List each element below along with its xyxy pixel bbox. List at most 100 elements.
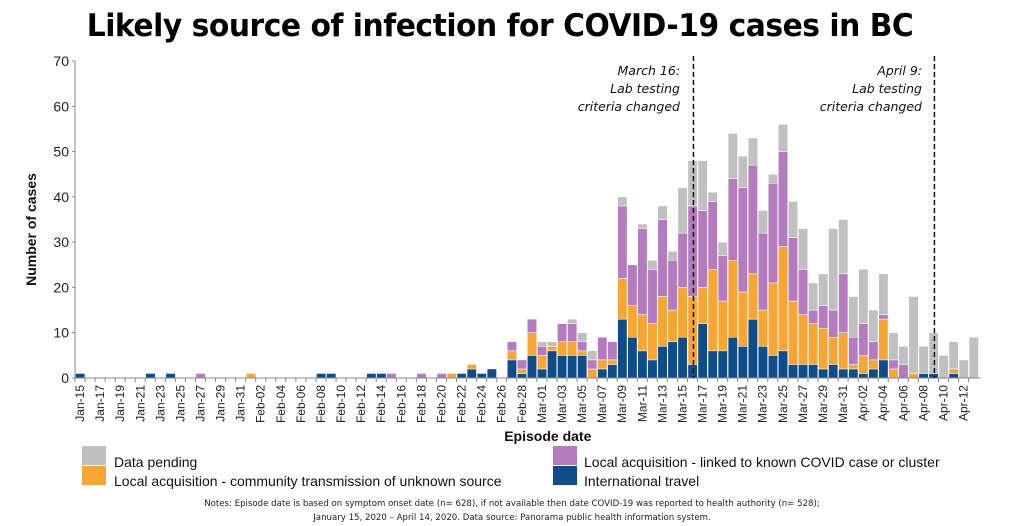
x-tick-label: Feb-24 — [475, 385, 489, 423]
bar-segment-local-acquisition-community-transmission-of-unknown-source-mar-13 — [657, 296, 668, 347]
bar-segment-local-acquisition-linked-to-known-covid-case-or-cluster-mar-26 — [788, 237, 798, 302]
bar-segment-local-acquisition-linked-to-known-covid-case-or-cluster-apr-02 — [858, 323, 869, 356]
annotation-line: Lab testing — [852, 81, 922, 96]
bar-segment-local-acquisition-community-transmission-of-unknown-source-mar-07 — [597, 359, 608, 370]
bar-segment-data-pending-apr-02 — [858, 269, 869, 324]
bar-segment-data-pending-apr-13 — [968, 336, 979, 379]
bar-segment-international-travel-apr-11 — [948, 373, 959, 379]
bar-segment-local-acquisition-linked-to-known-covid-case-or-cluster-feb-28 — [517, 359, 527, 370]
bar-segment-data-pending-apr-07 — [908, 296, 919, 374]
bar-segment-international-travel-jan-15 — [75, 373, 86, 379]
bar-segment-local-acquisition-community-transmission-of-unknown-source-mar-08 — [607, 359, 618, 365]
bar-segment-data-pending-apr-04 — [878, 273, 889, 315]
y-tick-label: 30 — [53, 234, 69, 250]
bar-segment-international-travel-feb-24 — [476, 373, 487, 379]
annotation-line: Lab testing — [610, 81, 680, 96]
x-tick-label: Mar-01 — [535, 385, 549, 423]
bar-segment-local-acquisition-linked-to-known-covid-case-or-cluster-mar-20 — [727, 178, 738, 261]
bar-segment-local-acquisition-community-transmission-of-unknown-source-feb-01 — [245, 373, 256, 379]
x-tick-label: Feb-16 — [394, 385, 408, 423]
bar-segment-local-acquisition-linked-to-known-covid-case-or-cluster-mar-19 — [717, 255, 728, 302]
x-tick-label: Feb-18 — [414, 385, 428, 423]
legend-swatch-linked — [553, 446, 577, 465]
bar-segment-international-travel-mar-05 — [577, 355, 588, 379]
bar-segment-local-acquisition-linked-to-known-covid-case-or-cluster-mar-27 — [798, 269, 809, 315]
x-tick-label: Mar-15 — [675, 385, 689, 423]
axes-group: 0 10 20 30 40 50 60 70 Number of cases Jan-15 Jan-… — [23, 53, 981, 444]
bar-segment-data-pending-mar-14 — [667, 250, 678, 261]
bar-segment-local-acquisition-linked-to-known-covid-case-or-cluster-mar-18 — [707, 201, 718, 270]
bar-segment-international-travel-feb-23 — [466, 368, 477, 379]
notes-line-1: Notes: Episode date is based on symptom … — [204, 499, 820, 509]
bar-segment-data-pending-mar-22 — [747, 137, 758, 166]
x-tick-label: Feb-04 — [274, 385, 288, 423]
bar-segment-data-pending-apr-03 — [868, 309, 879, 343]
bar-segment-local-acquisition-linked-to-known-covid-case-or-cluster-feb-20 — [436, 373, 447, 379]
bar-segment-local-acquisition-community-transmission-of-unknown-source-mar-21 — [737, 291, 748, 347]
bar-segment-local-acquisition-linked-to-known-covid-case-or-cluster-mar-30 — [828, 309, 839, 338]
x-tick-label: Mar-17 — [696, 385, 710, 423]
bar-segment-data-pending-mar-25 — [778, 124, 788, 152]
legend-swatch-community — [82, 466, 106, 485]
bar-segment-local-acquisition-community-transmission-of-unknown-source-mar-05 — [577, 350, 588, 356]
legend-swatch-data-pending — [82, 446, 106, 465]
bar-segment-local-acquisition-community-transmission-of-unknown-source-mar-28 — [808, 323, 819, 365]
bar-segment-local-acquisition-linked-to-known-covid-case-or-cluster-mar-23 — [757, 232, 768, 311]
bar-segment-data-pending-mar-18 — [707, 192, 718, 202]
bar-segment-local-acquisition-community-transmission-of-unknown-source-mar-14 — [667, 309, 678, 343]
bar-segment-local-acquisition-linked-to-known-covid-case-or-cluster-apr-03 — [868, 341, 879, 361]
x-tick-label: Feb-14 — [374, 385, 388, 423]
bar-segment-local-acquisition-linked-to-known-covid-case-or-cluster-feb-15 — [386, 373, 397, 379]
bar-segment-data-pending-mar-17 — [697, 160, 708, 211]
bar-segment-local-acquisition-linked-to-known-covid-case-or-cluster-mar-13 — [657, 219, 668, 297]
bar-segment-local-acquisition-linked-to-known-covid-case-or-cluster-feb-29 — [527, 318, 537, 333]
x-tick-label: Jan-23 — [153, 385, 167, 422]
bar-segment-international-travel-feb-09 — [326, 373, 337, 379]
bar-segment-local-acquisition-community-transmission-of-unknown-source-mar-24 — [768, 282, 778, 356]
x-tick-label: Apr-04 — [876, 385, 890, 421]
bar-segment-international-travel-mar-08 — [607, 364, 618, 379]
legend-swatch-international — [553, 466, 577, 485]
bar-segment-local-acquisition-linked-to-known-covid-case-or-cluster-mar-25 — [778, 151, 788, 247]
bar-segment-international-travel-mar-25 — [778, 350, 788, 379]
bar-segment-local-acquisition-community-transmission-of-unknown-source-mar-15 — [677, 287, 688, 338]
bar-segment-local-acquisition-community-transmission-of-unknown-source-mar-26 — [788, 300, 798, 365]
bar-segment-local-acquisition-community-transmission-of-unknown-source-mar-16 — [687, 296, 698, 365]
bar-segment-international-travel-apr-01 — [848, 368, 859, 379]
bar-segment-international-travel-feb-28 — [517, 373, 527, 379]
bar-segment-international-travel-mar-31 — [838, 368, 849, 379]
bar-segment-local-acquisition-community-transmission-of-unknown-source-apr-05 — [888, 368, 899, 379]
bar-segment-data-pending-mar-31 — [838, 219, 849, 275]
annotation-line: criteria changed — [819, 99, 922, 114]
bar-segment-local-acquisition-linked-to-known-covid-case-or-cluster-mar-29 — [818, 305, 829, 329]
bar-segment-international-travel-mar-29 — [818, 368, 829, 379]
bar-segment-local-acquisition-linked-to-known-covid-case-or-cluster-mar-09 — [617, 205, 628, 279]
bar-segment-local-acquisition-community-transmission-of-unknown-source-mar-10 — [627, 305, 638, 338]
bar-segment-international-travel-jan-24 — [165, 373, 176, 379]
y-tick-label: 20 — [53, 279, 69, 295]
bar-segment-local-acquisition-community-transmission-of-unknown-source-mar-22 — [747, 273, 758, 320]
notes: Notes: Episode date is based on symptom … — [0, 497, 1024, 525]
bar-segment-local-acquisition-community-transmission-of-unknown-source-apr-04 — [878, 318, 889, 361]
bar-segment-local-acquisition-community-transmission-of-unknown-source-apr-07 — [908, 373, 919, 379]
x-tick-label: Mar-21 — [736, 385, 750, 423]
bar-segment-international-travel-mar-30 — [828, 364, 839, 379]
bar-segment-international-travel-mar-02 — [547, 350, 558, 379]
legend-label-data-pending: Data pending — [114, 454, 198, 470]
bar-segment-local-acquisition-community-transmission-of-unknown-source-mar-19 — [717, 300, 728, 352]
x-tick-label: Apr-08 — [916, 385, 930, 421]
bar-segment-data-pending-mar-12 — [647, 260, 658, 270]
bar-segment-international-travel-mar-16 — [687, 364, 698, 379]
bar-segment-local-acquisition-linked-to-known-covid-case-or-cluster-jan-27 — [195, 373, 206, 379]
bar-segment-local-acquisition-community-transmission-of-unknown-source-mar-25 — [778, 246, 788, 352]
y-tick-label: 10 — [53, 325, 69, 341]
bar-segment-international-travel-mar-13 — [657, 346, 668, 379]
x-tick-label: Feb-28 — [515, 385, 529, 423]
annotation-march-16: March 16: Lab testing criteria changed — [560, 62, 680, 116]
x-tick-label: Apr-02 — [856, 385, 870, 421]
bar-segment-local-acquisition-linked-to-known-covid-case-or-cluster-mar-04 — [567, 323, 578, 343]
x-tick-label: Mar-03 — [555, 385, 569, 423]
bar-segment-international-travel-mar-14 — [667, 341, 678, 379]
x-tick-label: Jan-17 — [93, 385, 107, 422]
bar-segment-data-pending-mar-19 — [717, 241, 728, 256]
